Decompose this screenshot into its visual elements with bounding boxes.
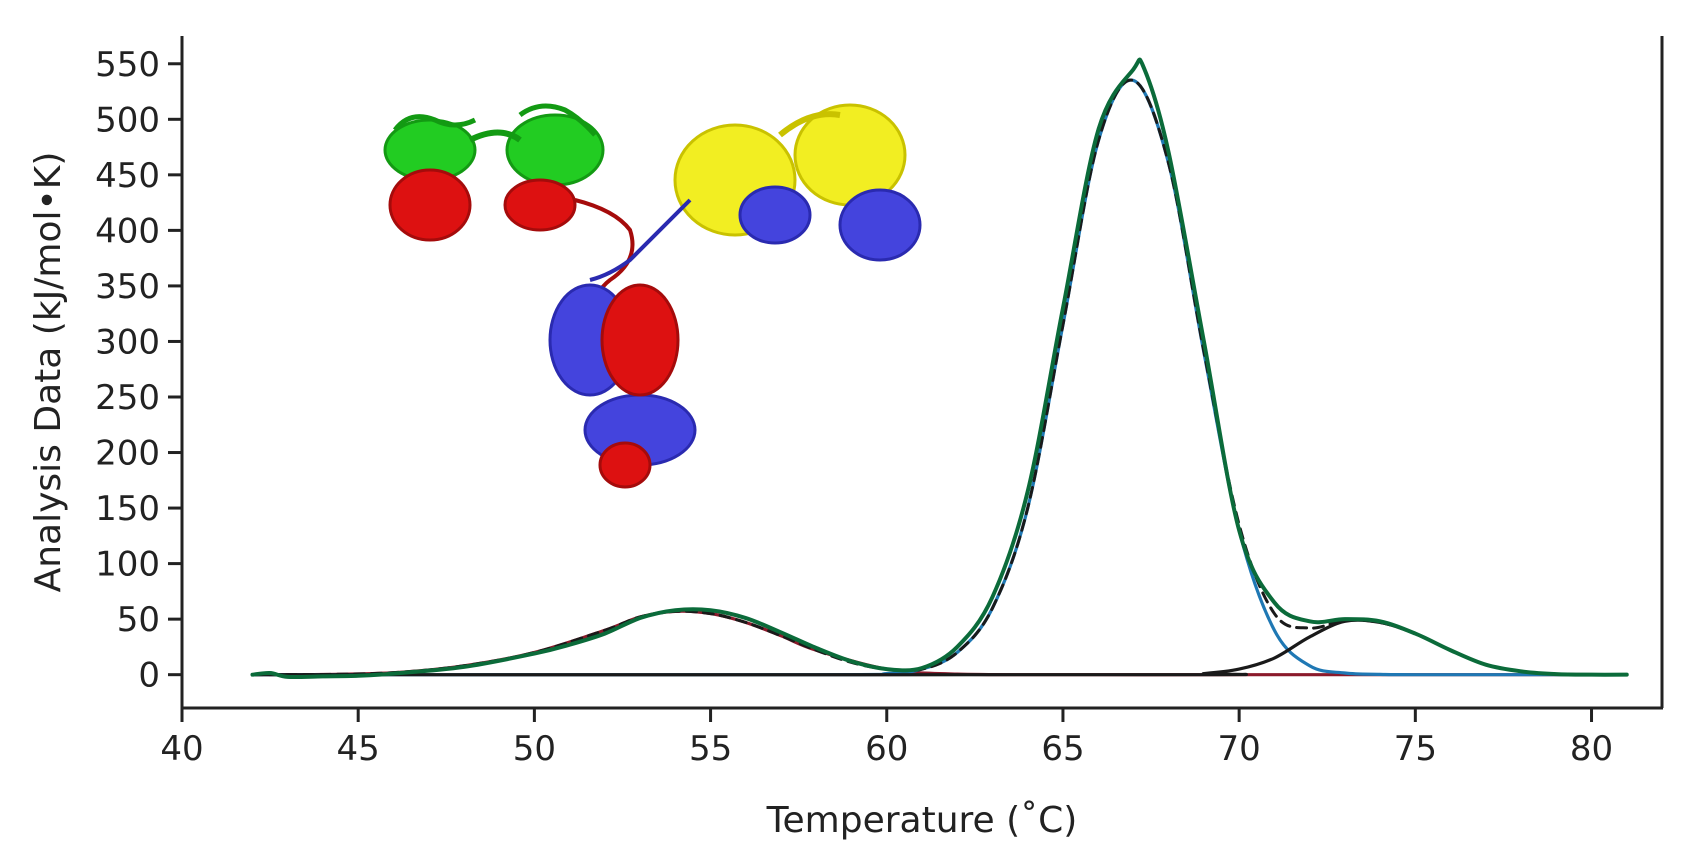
- x-tick-label: 50: [513, 729, 556, 769]
- y-tick-label: 500: [95, 100, 160, 140]
- green-domain: [383, 103, 605, 187]
- x-tick-label: 80: [1570, 729, 1613, 769]
- x-tick-label: 60: [865, 729, 908, 769]
- y-tick-label: 350: [95, 267, 160, 307]
- y-tick-label: 550: [95, 45, 160, 85]
- x-tick-label: 70: [1218, 729, 1261, 769]
- y-tick-label: 250: [95, 378, 160, 418]
- series-layer: [250, 57, 1629, 680]
- red-domain-lower: [598, 283, 680, 489]
- x-axis-title: Temperature (˚C): [766, 800, 1078, 841]
- x-tick-label: 55: [689, 729, 732, 769]
- x-tick-label: 75: [1394, 729, 1437, 769]
- y-tick-label: 300: [95, 322, 160, 362]
- series-line-5: [250, 57, 1629, 680]
- y-tick-label: 0: [138, 656, 160, 696]
- y-axis-title: Analysis Data (kJ/mol•K): [28, 152, 69, 593]
- y-tick-label: 50: [117, 600, 160, 640]
- y-ticks: 0 50 100 150 200 250 300 350 400 450 500 550: [95, 45, 182, 696]
- x-tick-label: 65: [1041, 729, 1084, 769]
- x-tick-label: 45: [337, 729, 380, 769]
- x-ticks: 40 45 50 55 60 65 70 75 80: [160, 708, 1613, 769]
- protein-structure-image: [383, 103, 922, 489]
- y-tick-label: 400: [95, 211, 160, 251]
- red-domain-upper: [388, 168, 635, 326]
- y-tick-label: 450: [95, 156, 160, 196]
- y-tick-label: 200: [95, 434, 160, 474]
- y-tick-label: 100: [95, 545, 160, 585]
- y-tick-label: 150: [95, 489, 160, 529]
- blue-domain-upper: [589, 185, 922, 282]
- x-tick-label: 40: [160, 729, 203, 769]
